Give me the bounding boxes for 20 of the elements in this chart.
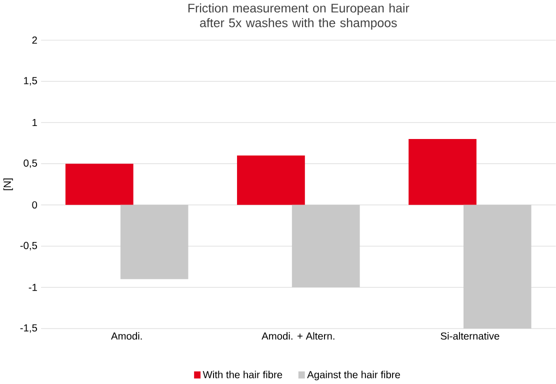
bar	[120, 204, 188, 279]
y-tick-label: -1,5	[20, 324, 38, 333]
bar	[237, 155, 305, 205]
y-tick-label: 1,5	[24, 77, 38, 86]
bar	[292, 204, 360, 288]
x-tick-label: Amodi.	[111, 332, 142, 340]
y-tick-label: -0,5	[20, 242, 38, 250]
legend-label: With the hair fibre	[202, 370, 282, 378]
y-tick-label: -1	[28, 284, 37, 291]
y-tick-label: 0,5	[24, 159, 38, 168]
y-tick-label: 0	[32, 201, 38, 208]
bar	[408, 138, 476, 205]
y-tick-label: 2	[32, 36, 37, 44]
chart-title: Friction measurement on European hair after 5x washes with the shampoos	[188, 3, 410, 30]
x-tick-label: Si-alternative	[440, 332, 500, 340]
x-tick-label: Amodi. + Altern.	[262, 332, 334, 340]
legend-label: Against the hair fibre	[307, 370, 400, 380]
y-axis-title: [N]	[3, 178, 13, 190]
bar	[65, 164, 134, 205]
y-tick-label: 1	[32, 118, 37, 126]
